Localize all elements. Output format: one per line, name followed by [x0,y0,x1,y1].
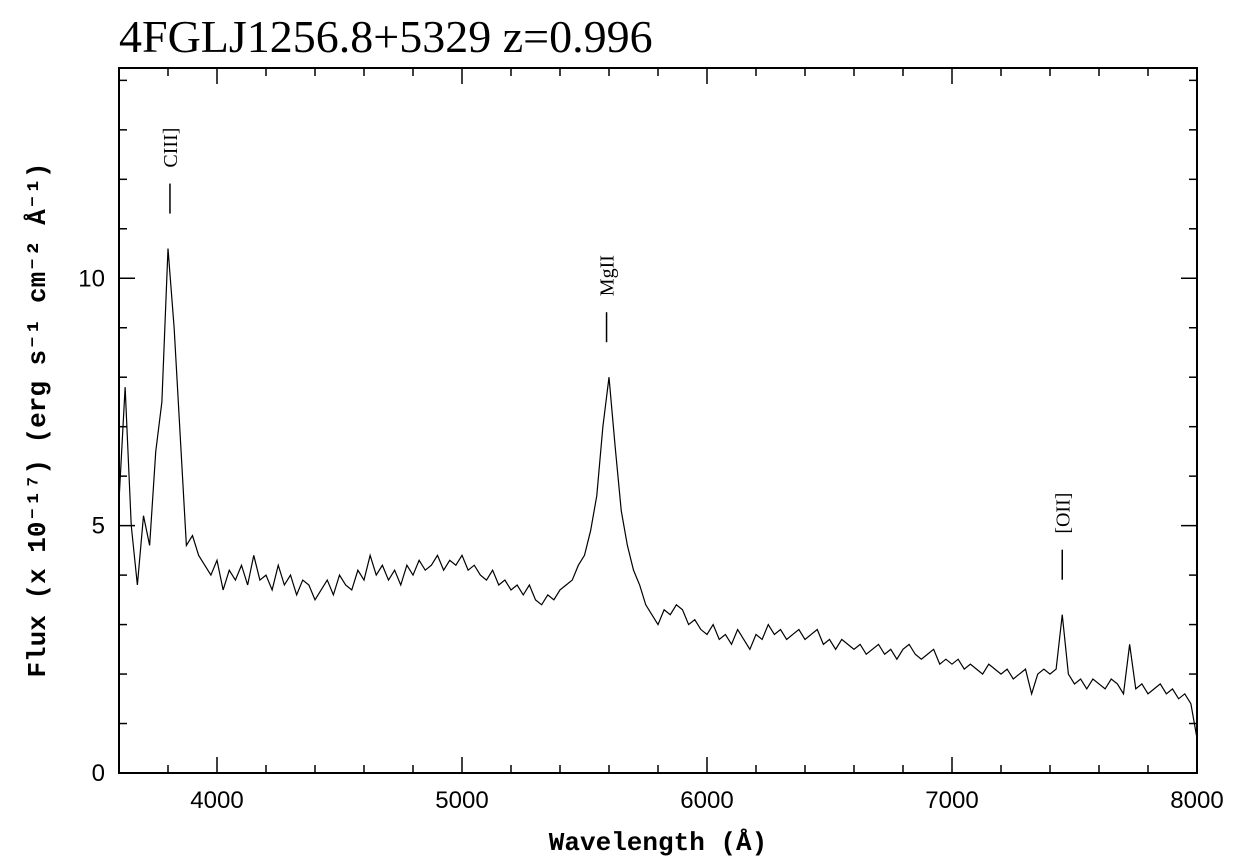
x-tick-label: 4000 [190,787,243,814]
x-tick-label: 7000 [925,787,978,814]
chart-title: 4FGLJ1256.8+5329 z=0.996 [119,11,653,62]
x-tick-label: 8000 [1170,787,1223,814]
spectrum-line [118,248,1198,739]
annotation-label: [OII] [1052,493,1074,534]
y-tick-label: 5 [92,513,105,540]
annotation-label: MgII [597,255,619,296]
x-tick-label: 5000 [435,787,488,814]
y-tick-label: 10 [78,265,105,292]
annotation-label: CIII] [160,128,182,168]
plot-frame [118,67,1198,774]
x-axis-label: Wavelength (Å) [549,828,767,858]
y-axis-label: Flux (x 10⁻¹⁷) (erg s⁻¹ cm⁻² Å⁻¹) [23,162,53,677]
y-tick-label: 0 [92,760,105,787]
x-tick-label: 6000 [680,787,733,814]
